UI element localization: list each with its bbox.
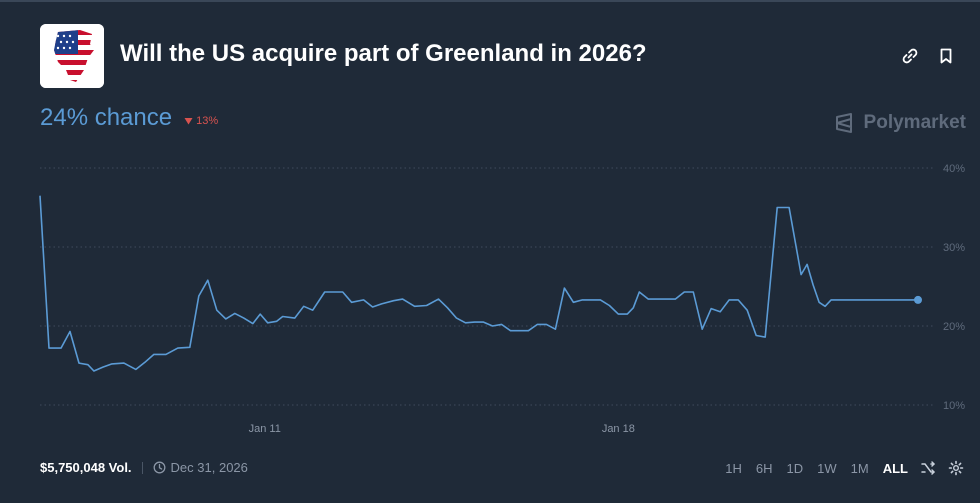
- settings-gear-icon[interactable]: [948, 460, 964, 476]
- price-chart: 10% 20% 30% 40% Jan 11 Jan 18: [39, 163, 965, 435]
- x-axis-ticks: Jan 11 Jan 18: [249, 423, 635, 435]
- range-all[interactable]: ALL: [882, 460, 908, 476]
- clock-icon: [153, 461, 165, 474]
- y-tick-label: 10%: [943, 400, 965, 412]
- change-value: 13%: [196, 115, 219, 127]
- current-value-marker: [914, 295, 922, 304]
- y-tick-label: 30%: [943, 242, 965, 254]
- y-axis-ticks: 10% 20% 30% 40%: [943, 163, 965, 412]
- footer-divider: [141, 461, 143, 474]
- range-6h[interactable]: 6H: [755, 460, 773, 476]
- probability-series-line: [39, 195, 918, 372]
- time-range-selector: 1H 6H 1D 1W 1M ALL: [711, 460, 964, 476]
- shuffle-icon[interactable]: [920, 460, 936, 476]
- brand-name: Polymarket: [863, 112, 966, 133]
- chart-grid: [40, 167, 935, 406]
- market-title: Will the US acquire part of Greenland in…: [120, 40, 647, 67]
- link-icon[interactable]: [900, 46, 920, 66]
- footer-info: $5,750,048 Vol. Dec 31, 2026: [40, 460, 248, 475]
- range-1d[interactable]: 1D: [786, 460, 804, 476]
- chance-value: 24% chance: [40, 104, 173, 131]
- range-1w[interactable]: 1W: [817, 460, 837, 476]
- greenland-us-flag-icon: [40, 24, 104, 88]
- y-tick-label: 20%: [943, 321, 965, 333]
- bookmark-icon[interactable]: [936, 46, 956, 66]
- x-tick-label: Jan 18: [602, 423, 635, 435]
- chance-row: 24% chance 13%: [40, 104, 218, 132]
- y-tick-label: 40%: [943, 163, 965, 175]
- market-thumbnail: [40, 24, 104, 88]
- volume-text: $5,750,048 Vol.: [40, 460, 132, 475]
- range-1h[interactable]: 1H: [725, 460, 742, 476]
- down-triangle-icon: [184, 118, 193, 125]
- x-tick-label: Jan 11: [249, 423, 281, 435]
- polymarket-brand: Polymarket: [834, 112, 966, 134]
- change-badge: 13%: [184, 115, 218, 127]
- end-date: Dec 31, 2026: [153, 460, 248, 475]
- end-date-text: Dec 31, 2026: [170, 460, 248, 475]
- top-divider: [0, 0, 980, 2]
- range-1m[interactable]: 1M: [850, 460, 869, 476]
- polymarket-logo-icon: [835, 113, 852, 133]
